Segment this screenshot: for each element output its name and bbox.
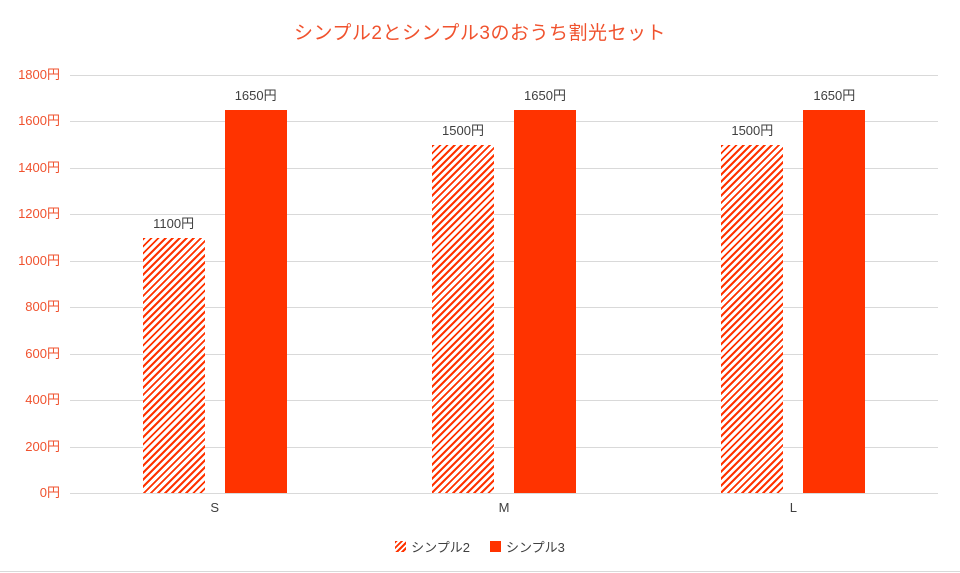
- bar: 1650円: [224, 88, 287, 493]
- y-axis-tick-label: 1200円: [18, 206, 60, 222]
- y-axis-tick-label: 200円: [25, 438, 60, 454]
- gridline: [70, 75, 938, 76]
- legend-label: シンプル3: [506, 540, 565, 555]
- bar-group: 1500円 1650円: [649, 75, 938, 493]
- y-axis-tick-label: 400円: [25, 392, 60, 408]
- bar-data-label: 1100円: [153, 215, 195, 231]
- gridline: [70, 446, 938, 448]
- bar-data-label: 1500円: [442, 122, 484, 138]
- bar: 1650円: [803, 88, 866, 493]
- x-axis-category-label: S: [210, 500, 219, 515]
- y-axis-tick-label: 1000円: [18, 252, 60, 268]
- chart-title: シンプル2とシンプル3のおうち割光セット: [294, 23, 666, 44]
- bar-data-label: 1650円: [524, 87, 566, 103]
- bar: 1500円: [721, 123, 784, 493]
- gridline: [70, 493, 938, 494]
- y-axis-tick-label: 0円: [39, 485, 60, 500]
- x-axis-category-label: M: [498, 500, 510, 515]
- y-axis: 1800円 1600円 1400円 1200円 1000円 800円 600円 400円 200…: [0, 67, 60, 500]
- bar-data-label: 1650円: [234, 87, 277, 103]
- bar-data-label: 1650円: [813, 87, 856, 103]
- legend-item: シンプル3: [490, 537, 565, 556]
- bar: 1100円: [142, 216, 205, 493]
- y-axis-tick-label: 1800円: [18, 67, 60, 82]
- gridline: [70, 400, 938, 402]
- bar-group: 1500円 1650円: [359, 75, 648, 493]
- legend-label: シンプル2: [411, 540, 470, 555]
- bars-layer: 1100円 1650円 1500円 1650円 1500円 1650円: [70, 75, 938, 493]
- bar: 1650円: [513, 88, 576, 493]
- gridline: [70, 260, 938, 262]
- bar-group: 1100円 1650円: [70, 75, 359, 493]
- plot-area: 1100円 1650円 1500円 1650円 1500円 1650円: [70, 75, 938, 494]
- gridlines: [70, 75, 938, 494]
- legend-item: シンプル2: [395, 537, 470, 556]
- y-axis-tick-label: 1600円: [18, 113, 60, 129]
- gridline: [70, 214, 938, 216]
- y-axis-tick-label: 600円: [25, 345, 60, 361]
- legend-swatch-icon: [490, 541, 501, 552]
- y-axis-tick-label: 1400円: [18, 159, 60, 175]
- bar-data-label: 1500円: [731, 122, 774, 138]
- legend: シンプル2 シンプル3: [0, 537, 960, 556]
- gridline: [70, 121, 938, 123]
- y-axis-tick-label: 800円: [25, 299, 60, 315]
- gridline: [70, 307, 938, 309]
- gridline: [70, 167, 938, 169]
- gridline: [70, 353, 938, 355]
- legend-swatch-icon: [395, 541, 407, 552]
- bar: 1500円: [431, 123, 494, 493]
- x-axis-category-label: L: [789, 500, 797, 515]
- bottom-divider: [0, 571, 960, 572]
